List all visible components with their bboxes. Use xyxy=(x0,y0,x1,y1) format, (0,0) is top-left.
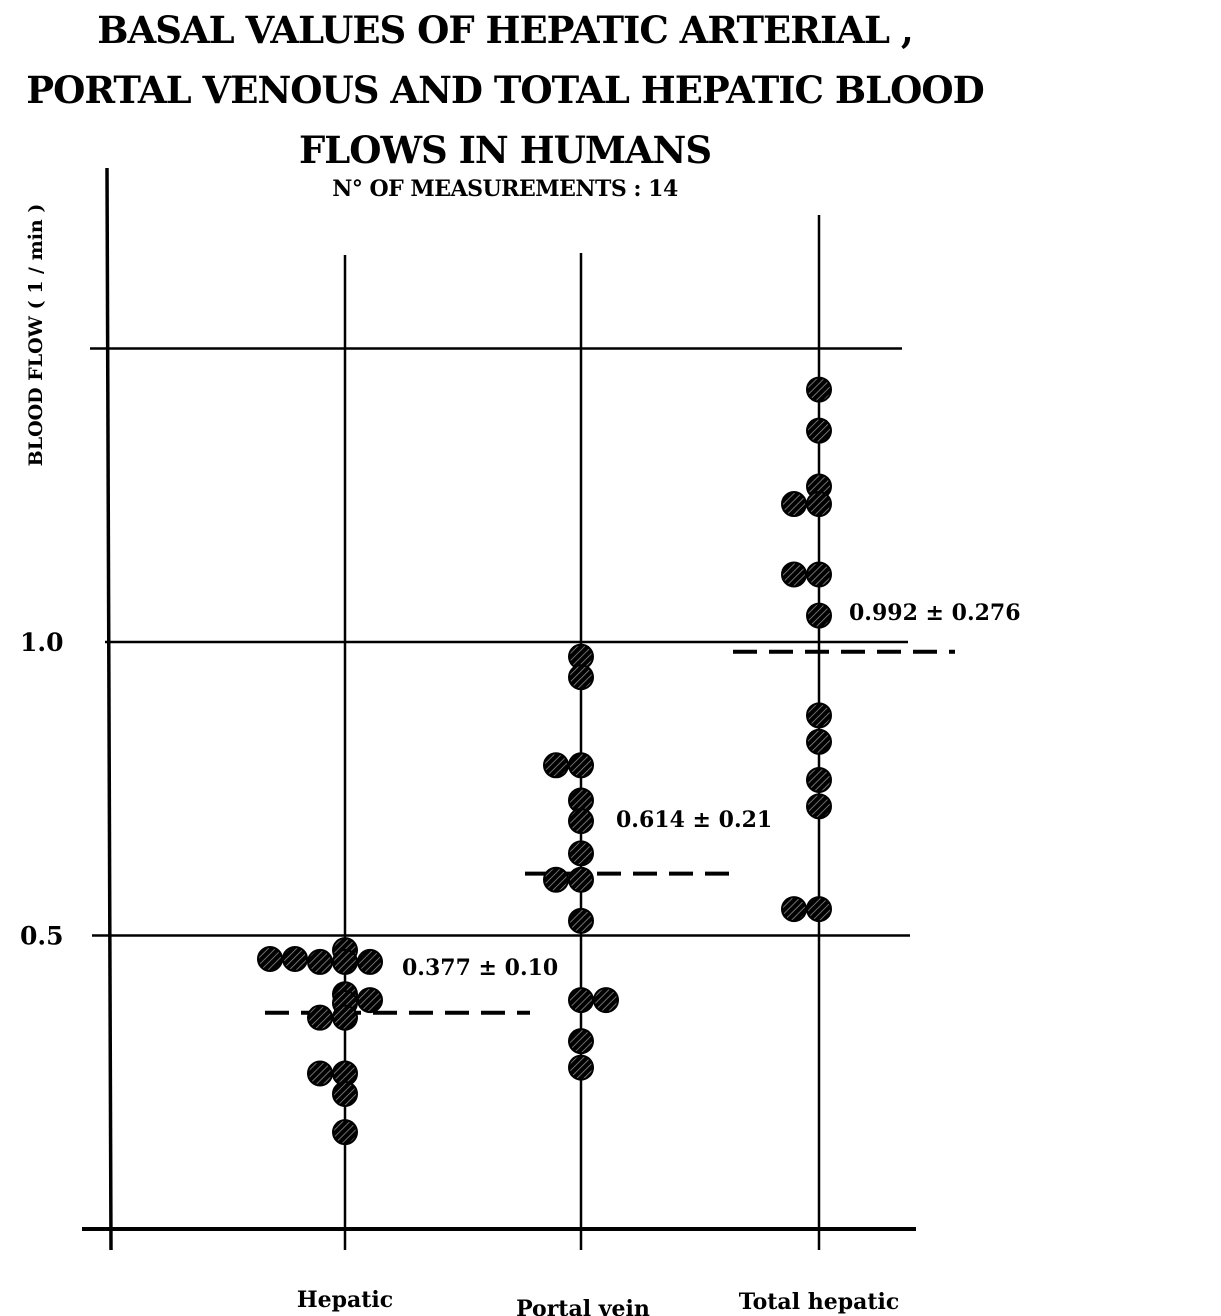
category-label: Total hepatic xyxy=(739,1289,900,1315)
data-point xyxy=(806,417,832,444)
data-point xyxy=(332,1119,358,1146)
data-point xyxy=(568,987,594,1014)
data-point xyxy=(357,987,383,1014)
data-point xyxy=(806,766,832,793)
chart-subtitle: N° OF MEASUREMENTS : 14 xyxy=(332,176,678,202)
data-point xyxy=(806,491,832,518)
data-point xyxy=(806,561,832,588)
data-point xyxy=(781,491,807,518)
data-point xyxy=(806,793,832,820)
data-point xyxy=(568,1054,594,1081)
data-point xyxy=(543,866,569,893)
data-point xyxy=(806,728,832,755)
data-point xyxy=(806,702,832,729)
chart-title-line-2: PORTAL VENOUS AND TOTAL HEPATIC BLOOD xyxy=(26,68,984,112)
mean-label: 0.992 ± 0.276 xyxy=(849,600,1021,626)
data-point xyxy=(307,1004,333,1031)
data-point xyxy=(257,945,283,972)
data-point xyxy=(568,866,594,893)
data-point xyxy=(543,752,569,779)
data-point xyxy=(781,896,807,923)
y-tick-label: 1.0 xyxy=(20,628,64,657)
data-point xyxy=(332,948,358,975)
data-point xyxy=(806,602,832,629)
y-tick-label: 0.5 xyxy=(20,922,64,951)
y-axis-line xyxy=(105,167,113,1251)
data-point xyxy=(282,945,308,972)
data-point xyxy=(568,752,594,779)
chart-title-line-1: BASAL VALUES OF HEPATIC ARTERIAL , xyxy=(97,8,914,52)
data-point xyxy=(307,948,333,975)
chart-title-block: BASAL VALUES OF HEPATIC ARTERIAL , PORTA… xyxy=(0,0,1010,202)
chart-title-line-3: FLOWS IN HUMANS xyxy=(298,128,712,172)
data-point xyxy=(307,1060,333,1087)
data-point xyxy=(568,840,594,867)
data-point xyxy=(332,1004,358,1031)
data-point xyxy=(568,1028,594,1055)
mean-label: 0.377 ± 0.10 xyxy=(402,955,558,981)
data-point xyxy=(806,896,832,923)
data-point xyxy=(568,664,594,691)
data-point xyxy=(568,907,594,934)
data-point xyxy=(332,1080,358,1107)
data-point xyxy=(568,808,594,835)
mean-label: 0.614 ± 0.21 xyxy=(616,807,772,833)
category-label: Hepatic xyxy=(297,1287,393,1313)
data-point xyxy=(357,948,383,975)
data-point xyxy=(806,376,832,403)
category-label: Portal vein xyxy=(516,1296,650,1316)
data-point xyxy=(593,987,619,1014)
data-point xyxy=(781,561,807,588)
